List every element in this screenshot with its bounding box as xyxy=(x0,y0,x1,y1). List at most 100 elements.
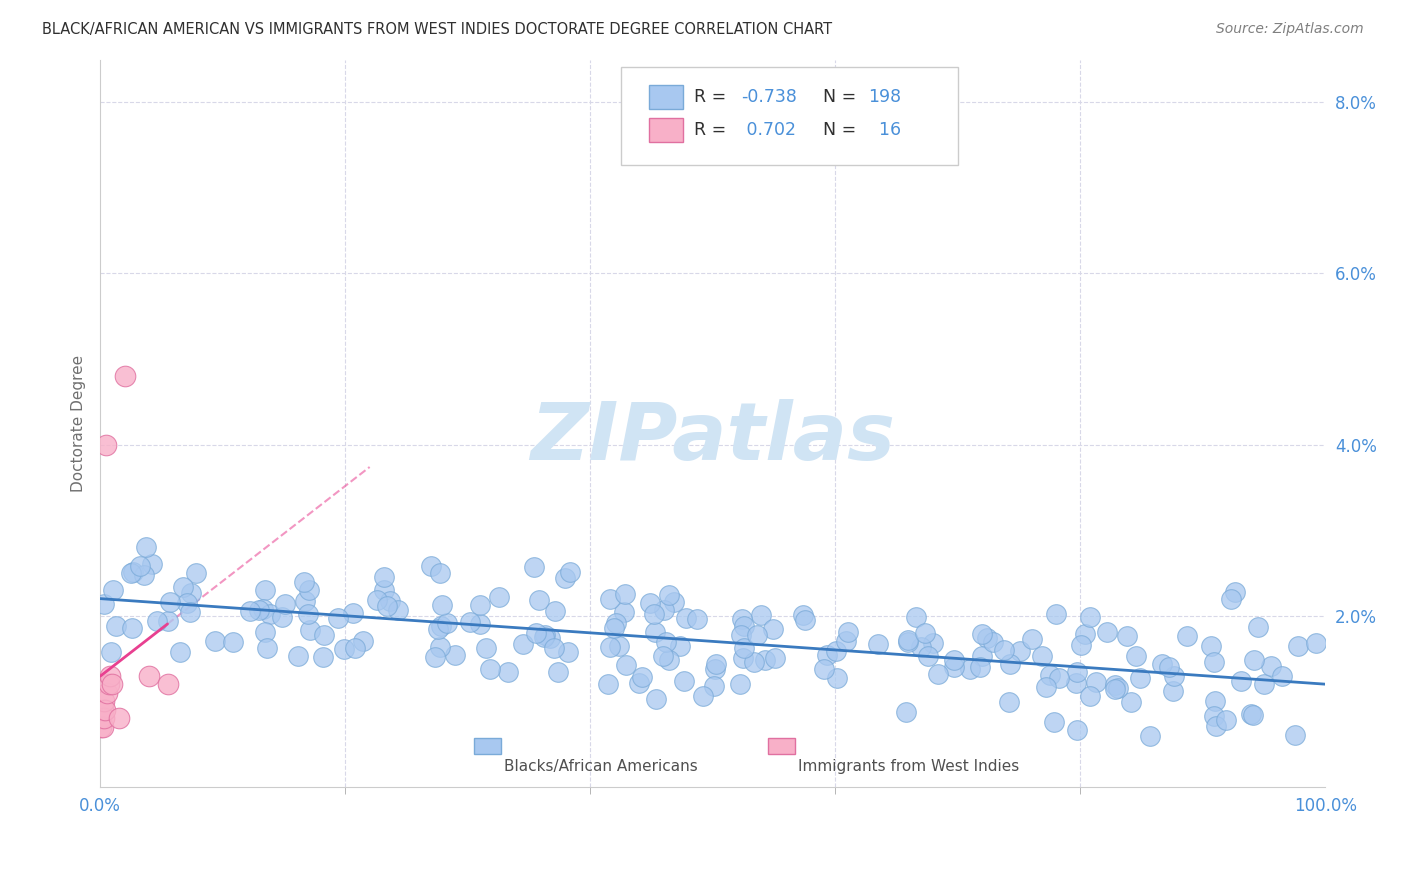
Point xyxy=(605,616,627,631)
Point xyxy=(547,665,569,679)
Point xyxy=(1078,690,1101,704)
Point xyxy=(436,615,458,630)
Point xyxy=(1066,723,1088,738)
Point xyxy=(172,580,194,594)
Point xyxy=(658,588,681,602)
Y-axis label: Doctorate Degree: Doctorate Degree xyxy=(72,355,86,491)
Point xyxy=(1139,729,1161,743)
Point xyxy=(1230,673,1253,688)
Point xyxy=(93,711,115,725)
FancyBboxPatch shape xyxy=(474,738,501,754)
Point xyxy=(1240,707,1263,722)
Point xyxy=(970,648,993,663)
FancyBboxPatch shape xyxy=(650,85,683,109)
Point xyxy=(614,658,637,673)
Point xyxy=(375,599,398,613)
Point xyxy=(728,676,751,690)
Point xyxy=(1045,607,1067,621)
Text: Blacks/African Americans: Blacks/African Americans xyxy=(505,759,699,774)
Point xyxy=(120,566,142,580)
Point xyxy=(596,677,619,691)
Point xyxy=(1253,677,1275,691)
Point xyxy=(1260,659,1282,673)
Point xyxy=(429,640,451,654)
Point xyxy=(342,606,364,620)
Point xyxy=(1219,591,1241,606)
Point xyxy=(914,626,936,640)
Point xyxy=(121,621,143,635)
Point xyxy=(794,613,817,627)
Point xyxy=(1225,585,1247,599)
Point xyxy=(655,635,678,649)
Point xyxy=(763,651,786,665)
Point xyxy=(599,640,621,655)
Point xyxy=(141,557,163,571)
Point xyxy=(730,628,752,642)
Text: N =: N = xyxy=(823,88,862,106)
Point xyxy=(673,674,696,689)
Text: N =: N = xyxy=(823,121,862,139)
Point xyxy=(533,631,555,645)
Point xyxy=(970,626,993,640)
Point xyxy=(1085,675,1108,690)
Point xyxy=(159,594,181,608)
Point xyxy=(1241,707,1264,722)
Point xyxy=(333,641,356,656)
Point xyxy=(132,567,155,582)
Point xyxy=(90,720,112,734)
Point xyxy=(825,671,848,685)
Point xyxy=(184,566,207,580)
Point xyxy=(1271,669,1294,683)
Point xyxy=(138,668,160,682)
Point xyxy=(910,640,932,654)
Point xyxy=(868,637,890,651)
Text: 16: 16 xyxy=(869,121,901,139)
Point xyxy=(204,633,226,648)
Point xyxy=(1125,649,1147,664)
Point xyxy=(533,628,555,642)
Point xyxy=(538,631,561,645)
Point xyxy=(1031,649,1053,664)
Point xyxy=(176,596,198,610)
Point xyxy=(754,653,776,667)
Point xyxy=(1010,644,1032,658)
Point xyxy=(825,643,848,657)
Point xyxy=(685,612,707,626)
Point xyxy=(652,603,675,617)
Point xyxy=(312,650,335,665)
Point xyxy=(1284,728,1306,742)
Point xyxy=(733,640,755,655)
Text: Source: ZipAtlas.com: Source: ZipAtlas.com xyxy=(1216,22,1364,37)
Point xyxy=(298,624,321,638)
Point xyxy=(239,604,262,618)
Point xyxy=(292,575,315,590)
Point xyxy=(834,634,856,648)
Point xyxy=(429,618,451,632)
Point xyxy=(96,686,118,700)
Point xyxy=(512,637,534,651)
Point xyxy=(976,631,998,645)
Point xyxy=(1150,657,1173,671)
Point xyxy=(430,598,453,612)
Point xyxy=(378,594,401,608)
Text: 0.702: 0.702 xyxy=(741,121,796,139)
Point xyxy=(613,605,636,619)
Point xyxy=(969,660,991,674)
Point xyxy=(644,624,666,639)
Text: R =: R = xyxy=(695,88,733,106)
Point xyxy=(122,566,145,580)
Point xyxy=(904,610,927,624)
Point xyxy=(943,653,966,667)
Point xyxy=(613,586,636,600)
Point xyxy=(91,720,114,734)
Point xyxy=(1095,624,1118,639)
Point xyxy=(922,635,945,649)
Point xyxy=(664,595,686,609)
Point xyxy=(252,602,274,616)
Point xyxy=(107,711,129,725)
Point xyxy=(1305,636,1327,650)
Point xyxy=(792,608,814,623)
Point xyxy=(543,640,565,655)
Point xyxy=(156,614,179,628)
Point xyxy=(897,633,920,648)
